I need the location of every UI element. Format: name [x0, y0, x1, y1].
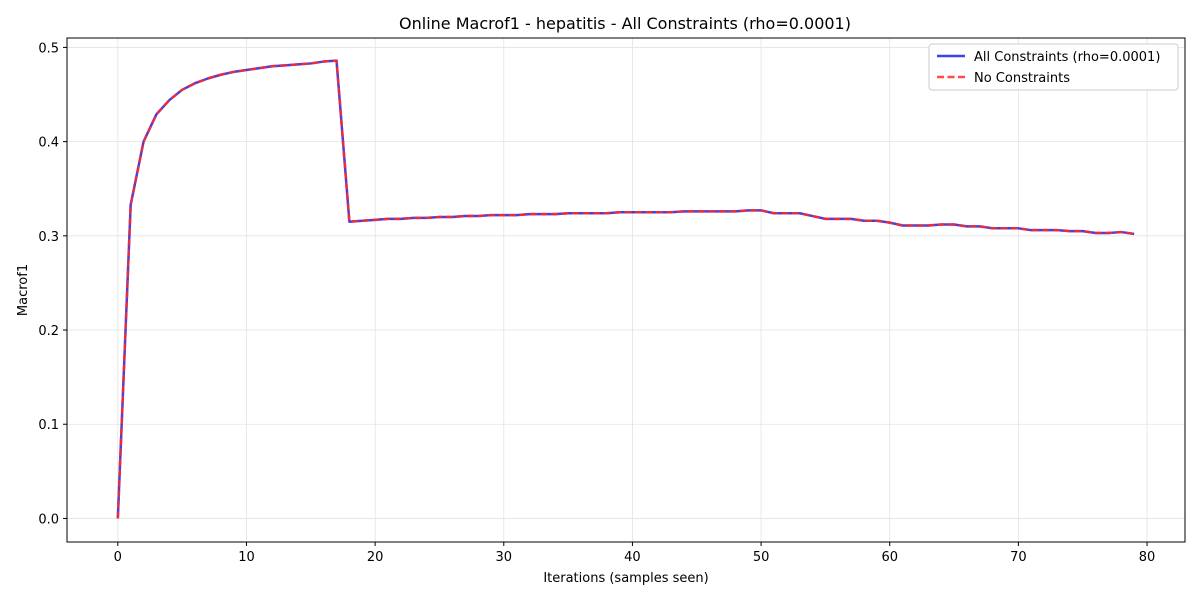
x-tick-label: 40 — [624, 550, 641, 565]
y-tick-label: 0.5 — [38, 41, 59, 56]
series-line-no-constraints — [116, 59, 1135, 519]
x-tick-label: 20 — [367, 550, 384, 565]
x-axis-label: Iterations (samples seen) — [543, 571, 708, 586]
x-tick-label: 50 — [753, 550, 770, 565]
x-tick-label: 0 — [114, 550, 122, 565]
x-tick-label: 30 — [496, 550, 513, 565]
chart-title: Online Macrof1 - hepatitis - All Constra… — [399, 14, 851, 33]
y-tick-label: 0.0 — [38, 512, 59, 527]
y-tick-label: 0.2 — [38, 324, 59, 339]
x-axis: 0 10 20 30 40 50 60 70 80 — [114, 542, 1156, 565]
y-axis: 0.0 0.1 0.2 0.3 0.4 0.5 — [38, 41, 67, 527]
legend-box — [928, 43, 1179, 91]
x-tick-label: 70 — [1010, 550, 1027, 565]
series-layer — [116, 59, 1135, 519]
legend-label-no-constraints: No Constraints — [974, 71, 1070, 86]
x-tick-label: 80 — [1139, 550, 1156, 565]
grid — [67, 38, 1185, 542]
y-tick-label: 0.1 — [38, 418, 59, 433]
y-axis-label: Macrof1 — [16, 264, 31, 316]
plot-frame — [66, 37, 1186, 543]
x-tick-label: 10 — [238, 550, 255, 565]
legend: All Constraints (rho=0.0001) No Constrai… — [928, 43, 1179, 91]
legend-label-all-constraints: All Constraints (rho=0.0001) — [974, 50, 1160, 65]
y-tick-label: 0.4 — [38, 136, 59, 151]
y-tick-label: 0.3 — [38, 230, 59, 245]
x-tick-label: 60 — [881, 550, 898, 565]
